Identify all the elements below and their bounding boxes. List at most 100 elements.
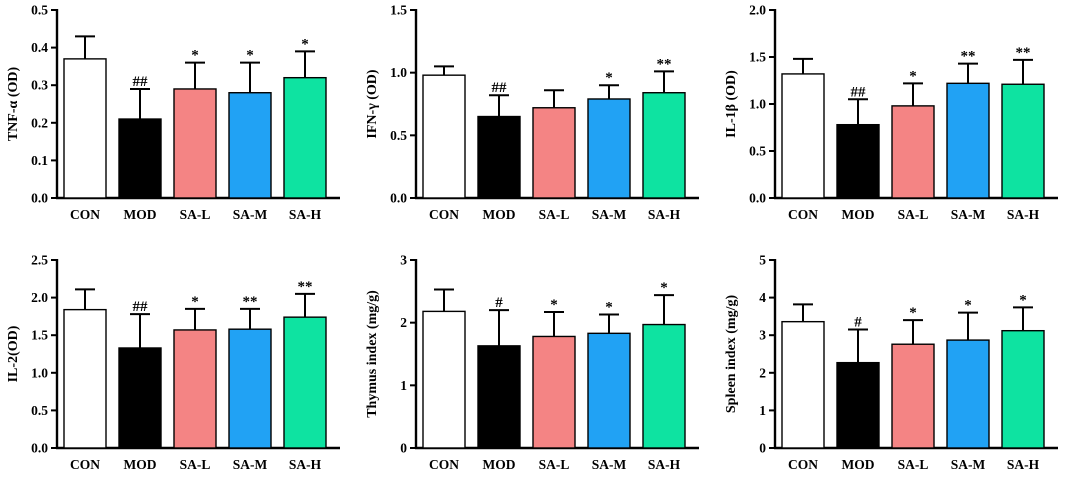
x-tick-label: CON [788,207,818,222]
x-tick-label: MOD [842,457,875,472]
bar-sa-l [173,329,217,449]
y-tick-label: 0.4 [31,40,48,55]
bar-group-mod: ## MOD [118,74,162,222]
bar-group-sa-h: * SA-H [642,280,686,472]
x-tick-label: SA-H [648,207,681,222]
chart-thymus-index: 0 1 2 3 Thymus index (mg/g) CON # MOD * SA-L * SA-M… [365,253,699,472]
bar-sa-h [1001,83,1045,199]
y-tick-label: 2 [759,365,766,380]
x-tick-label: MOD [842,207,875,222]
bar-sa-m [587,332,631,449]
y-tick-label: 1.0 [31,365,48,380]
bar-sa-m [587,98,631,199]
bar-group-mod: # MOD [836,315,880,472]
y-axis-label: IFN-γ (OD) [365,69,380,138]
bar-group-sa-m: ** SA-M [946,49,990,222]
x-tick-label: CON [429,207,459,222]
x-tick-label: SA-M [233,457,268,472]
significance-marker: ## [133,74,149,90]
bar-group-mod: ## MOD [118,299,162,472]
y-axis-label: IL-1β (OD) [724,70,739,138]
x-tick-label: SA-L [898,457,929,472]
bar-sa-h [642,323,686,449]
x-tick-label: SA-M [951,457,986,472]
x-tick-label: MOD [124,207,157,222]
x-tick-label: CON [788,457,818,472]
x-tick-label: SA-L [180,207,211,222]
y-tick-label: 3 [400,253,407,268]
y-tick-label: 1.5 [749,50,766,65]
bar-group-sa-h: ** SA-H [1001,45,1045,222]
bar-group-sa-m: * SA-M [587,300,631,472]
bar-group-sa-h: ** SA-H [283,279,327,472]
x-tick-label: SA-L [180,457,211,472]
y-tick-label: 0.0 [31,441,48,456]
y-tick-label: 2.0 [749,3,766,18]
bar-group-sa-m: ** SA-M [228,294,272,472]
significance-marker: # [495,295,503,311]
significance-marker: * [246,48,254,64]
x-tick-label: SA-H [648,457,681,472]
bar-mod [477,345,521,449]
bar-con [63,58,107,199]
bar-sa-h [283,76,327,199]
y-tick-label: 1 [759,403,766,418]
significance-marker: * [964,298,972,314]
bar-group-sa-m: * SA-M [946,298,990,472]
y-tick-label: 2.0 [31,290,48,305]
bar-mod [477,115,521,199]
bar-group-sa-l: * SA-L [173,294,217,472]
bar-group-con: CON [781,303,825,472]
y-tick-label: 0.5 [390,128,407,143]
x-tick-label: SA-M [592,457,627,472]
y-tick-label: 2 [400,315,407,330]
significance-marker: ** [1016,45,1031,61]
bar-sa-m [946,82,990,199]
chart-panel-tnf-alpha: 0.0 0.1 0.2 0.3 0.4 0.5 TNF-α (OD) CON ## MOD * SA-… [0,0,359,250]
x-tick-label: SA-M [592,207,627,222]
bar-group-sa-l: * SA-L [891,305,935,472]
bar-mod [118,118,162,199]
y-axis-label: IL-2(OD) [6,325,21,382]
y-tick-label: 1 [400,378,407,393]
x-tick-label: CON [70,457,100,472]
x-tick-label: SA-H [1007,457,1040,472]
significance-marker: * [550,297,558,313]
bar-group-sa-m: * SA-M [587,70,631,222]
x-tick-label: SA-L [539,457,570,472]
significance-marker: * [191,48,199,64]
significance-marker: * [660,280,668,296]
y-tick-label: 0.1 [31,153,48,168]
y-tick-label: 1.0 [390,65,407,80]
y-tick-label: 4 [759,290,766,305]
bar-group-sa-h: * SA-H [283,36,327,222]
y-tick-label: 5 [759,253,766,268]
bar-group-sa-l: * SA-L [173,48,217,222]
bar-sa-l [173,88,217,199]
y-tick-label: 3 [759,328,766,343]
bar-sa-h [642,92,686,199]
y-tick-label: 0.0 [390,191,407,206]
x-tick-label: SA-H [289,457,322,472]
x-tick-label: SA-H [289,207,322,222]
y-tick-label: 0.2 [31,115,48,130]
bar-group-sa-h: * SA-H [1001,292,1045,472]
bar-group-mod: ## MOD [477,80,521,222]
bar-sa-l [891,343,935,449]
bar-sa-m [946,339,990,449]
bar-sa-m [228,328,272,449]
significance-marker: ## [133,299,149,315]
significance-marker: * [191,294,199,310]
chart-panel-spleen-index: 0 1 2 3 4 5 Spleen index (mg/g) CON # MOD * SA-L * SA… [718,250,1077,500]
bar-group-con: CON [781,57,825,222]
bar-sa-l [891,105,935,199]
bar-group-con: CON [422,65,466,222]
x-tick-label: MOD [124,457,157,472]
y-tick-label: 0.5 [31,3,48,18]
significance-marker: ## [492,80,508,96]
y-tick-label: 0.5 [31,403,48,418]
x-tick-label: SA-M [951,207,986,222]
bar-sa-l [532,107,576,199]
bar-con [781,73,825,199]
